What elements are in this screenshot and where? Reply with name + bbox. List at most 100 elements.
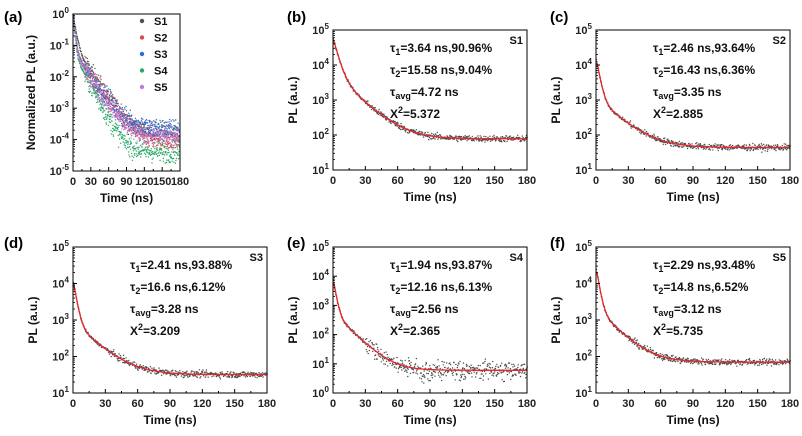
data-point [134,133,136,135]
data-point [398,127,401,130]
data-point [132,361,134,363]
data-point [492,375,495,377]
data-point [368,349,371,352]
sample-label: S3 [250,252,263,264]
y-tick-exp: 5 [325,239,330,248]
data-point [380,111,382,113]
data-point [373,358,376,360]
data-point [153,129,155,131]
data-point [143,134,145,136]
legend-label: S2 [154,33,167,45]
data-point [122,113,124,115]
data-point [150,153,153,156]
data-point [457,140,459,143]
data-point [464,135,466,137]
data-point [162,144,164,147]
data-point [107,99,109,101]
y-tick-label: 104 [575,57,592,72]
data-point [115,126,117,128]
data-point [87,62,89,65]
y-tick-base: 10 [312,130,324,142]
data-point [376,358,378,360]
data-point [712,149,714,151]
data-point [487,136,489,139]
data-point [104,97,107,99]
data-point [125,357,127,359]
data-point [199,377,201,379]
data-point [119,117,121,119]
data-point [172,127,175,129]
data-point [445,375,447,377]
data-point [160,131,163,133]
data-point [491,374,493,376]
value: =2.46 ns,93.64% [663,41,755,55]
data-point [167,149,170,151]
data-point [481,373,483,375]
data-point [92,76,95,79]
data-point [408,363,411,365]
data-point [155,125,157,127]
data-point [506,374,509,376]
data-point [450,364,452,366]
data-point [114,108,116,111]
data-point [176,139,178,142]
data-point [109,118,111,120]
y-tick-exp: -2 [62,69,70,78]
data-point [774,144,777,146]
data-point [781,145,783,147]
data-point [236,376,238,379]
data-point [394,363,396,365]
data-point [106,95,108,97]
data-point [158,135,161,137]
y-tick-exp: -3 [62,100,70,109]
data-point [418,130,420,133]
value: =1.94 ns,93.87% [400,258,492,272]
value: =5.372 [403,107,440,121]
data-point [469,372,471,375]
data-point [108,115,110,117]
data-point [465,370,467,373]
data-point [144,120,147,122]
data-point [107,98,110,100]
data-point [76,47,78,49]
data-point [155,139,157,141]
data-point [407,368,409,370]
data-point [129,143,131,146]
data-point [128,123,130,125]
data-point [394,366,396,368]
data-point [498,372,500,375]
data-point [506,140,508,143]
data-point [388,121,390,123]
y-tick-base: 10 [575,130,587,142]
data-point [159,143,162,145]
data-point [664,143,667,146]
y-tick-base: 10 [50,135,62,147]
data-point [91,70,94,72]
data-point [111,120,113,122]
annotation-row: X2=5.372 [390,105,440,121]
data-point [695,142,697,145]
data-point [159,159,161,162]
y-tick-exp: 4 [325,57,330,66]
data-point [161,148,163,151]
data-point [138,140,141,142]
data-point [175,119,177,121]
y-tick-label: 102 [312,327,329,342]
data-point [509,368,512,370]
data-point [120,103,123,105]
data-point [664,358,666,361]
data-point [107,100,110,102]
data-point [180,375,183,377]
data-point [76,49,79,52]
data-point [452,138,454,140]
data-point [122,123,124,125]
data-point [172,136,175,138]
data-point [88,73,91,75]
data-point [176,130,178,132]
data-point [99,81,102,83]
y-tick-exp: 0 [325,385,330,394]
data-point [525,136,527,139]
data-point [178,150,180,153]
data-point [100,109,102,112]
sample-label: S2 [773,35,786,47]
